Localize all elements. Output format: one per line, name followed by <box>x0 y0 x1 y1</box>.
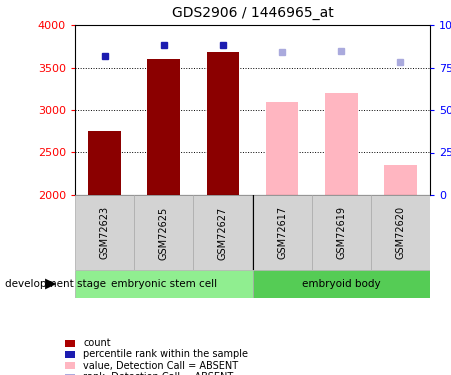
Bar <box>325 93 358 195</box>
Bar <box>75 195 134 270</box>
Text: GSM72625: GSM72625 <box>159 206 169 260</box>
Text: GSM72623: GSM72623 <box>100 206 110 260</box>
Text: count: count <box>83 338 111 348</box>
Text: GSM72627: GSM72627 <box>218 206 228 260</box>
Polygon shape <box>45 279 56 290</box>
Bar <box>134 195 193 270</box>
Bar <box>253 270 430 298</box>
Bar <box>193 195 253 270</box>
Text: development stage: development stage <box>5 279 106 289</box>
Text: embryonic stem cell: embryonic stem cell <box>110 279 217 289</box>
Bar <box>312 195 371 270</box>
Text: GSM72620: GSM72620 <box>396 206 405 260</box>
Text: embryoid body: embryoid body <box>302 279 381 289</box>
Text: GSM72617: GSM72617 <box>277 206 287 260</box>
Bar <box>253 195 312 270</box>
Text: GSM72619: GSM72619 <box>336 206 346 259</box>
Title: GDS2906 / 1446965_at: GDS2906 / 1446965_at <box>172 6 333 20</box>
Bar <box>88 131 121 195</box>
Text: rank, Detection Call = ABSENT: rank, Detection Call = ABSENT <box>83 372 234 375</box>
Text: percentile rank within the sample: percentile rank within the sample <box>83 350 249 359</box>
Text: value, Detection Call = ABSENT: value, Detection Call = ABSENT <box>83 361 239 370</box>
Bar <box>384 165 417 195</box>
Bar <box>75 270 253 298</box>
Bar <box>371 195 430 270</box>
Bar <box>207 52 239 195</box>
Bar <box>266 102 299 195</box>
Bar <box>147 59 180 195</box>
